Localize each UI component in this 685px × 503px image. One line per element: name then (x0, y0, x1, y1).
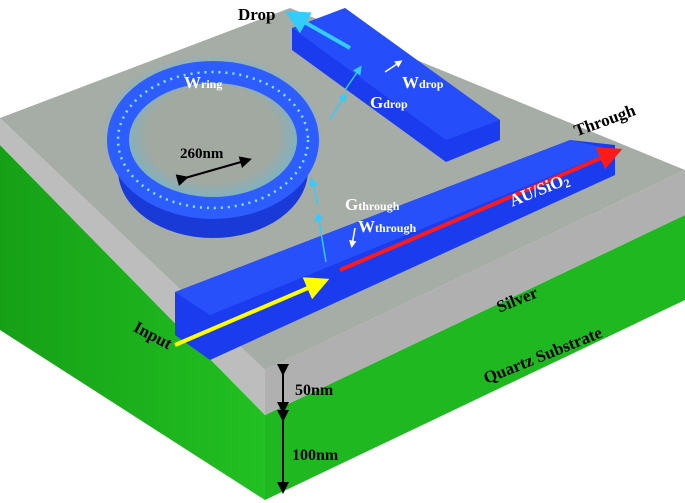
substrate-thickness-label: 100nm (292, 447, 339, 464)
ring-resonator (118, 140, 308, 238)
w-ring-label: Wring (184, 73, 222, 92)
g-through-label: Gthrough (345, 195, 400, 214)
through-arrow (339, 147, 623, 272)
silver-thickness-label: 50nm (295, 382, 334, 399)
ring-radius-label: 260nm (180, 146, 224, 162)
w-through-label: Wthrough (358, 217, 416, 236)
drop-label: Drop (238, 5, 275, 24)
substrate-left-face (0, 145, 265, 500)
through-waveguide (175, 140, 615, 360)
silver-right-face (265, 170, 685, 415)
coupling-arrows (309, 65, 362, 263)
w-drop-label: Wdrop (402, 73, 444, 92)
input-arrow (174, 277, 330, 347)
drop-arrow (285, 11, 351, 50)
g-drop-label: Gdrop (370, 93, 408, 112)
radius-arrow (175, 156, 252, 186)
substrate-right-face (265, 215, 685, 500)
through-label: Through (571, 100, 638, 140)
